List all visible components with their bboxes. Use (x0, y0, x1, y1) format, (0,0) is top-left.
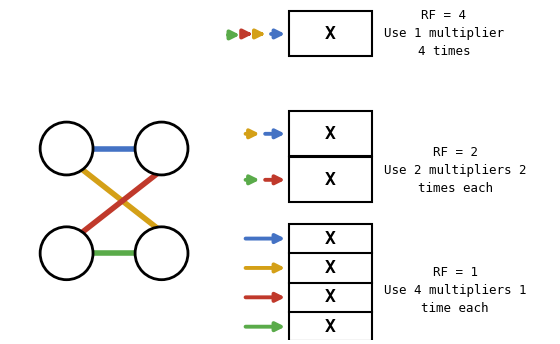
Circle shape (40, 122, 93, 175)
Circle shape (135, 122, 188, 175)
Text: RF = 4
Use 1 multiplier
4 times: RF = 4 Use 1 multiplier 4 times (384, 9, 504, 57)
Bar (289, 11, 372, 56)
Text: X: X (325, 25, 336, 43)
Bar (289, 111, 372, 156)
Text: X: X (325, 125, 336, 143)
Text: X: X (325, 288, 336, 306)
Text: X: X (325, 259, 336, 277)
Text: RF = 2
Use 2 multipliers 2
times each: RF = 2 Use 2 multipliers 2 times each (384, 146, 526, 195)
Bar (289, 157, 372, 202)
Circle shape (40, 227, 93, 280)
Circle shape (135, 227, 188, 280)
Text: X: X (325, 318, 336, 336)
Bar (289, 224, 372, 341)
Text: RF = 1
Use 4 multipliers 1
time each: RF = 1 Use 4 multipliers 1 time each (384, 266, 526, 315)
Text: X: X (325, 229, 336, 248)
Text: X: X (325, 171, 336, 189)
